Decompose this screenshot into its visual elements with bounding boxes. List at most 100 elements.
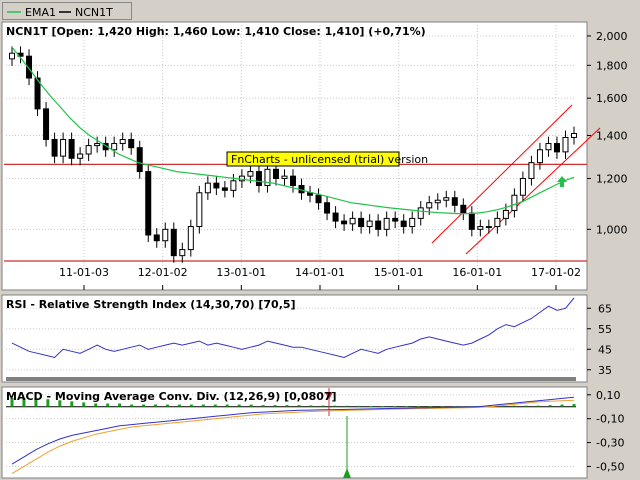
macd-hist-bar bbox=[560, 404, 564, 407]
candle-body bbox=[571, 132, 577, 138]
price-x-tick-label: 14-01-01 bbox=[295, 266, 345, 279]
candle-body bbox=[528, 162, 535, 179]
candle-body bbox=[409, 217, 416, 228]
rsi-y-tick-label: 65 bbox=[598, 302, 612, 315]
candle-body bbox=[119, 138, 126, 145]
macd-hist-bar bbox=[309, 405, 313, 407]
price-chart[interactable]: FnCharts - unlicensed (trial) version 2,… bbox=[0, 21, 640, 292]
macd-signal-line bbox=[11, 399, 575, 475]
rsi-plot-area bbox=[1, 294, 588, 383]
watermark-box: FnCharts - unlicensed (trial) version bbox=[226, 151, 428, 167]
buy-marker-icon bbox=[343, 468, 351, 478]
candle-body bbox=[264, 168, 271, 187]
price-x-tick-label: 11-01-03 bbox=[59, 266, 109, 279]
price-y-tick-label: 1,000 bbox=[596, 223, 628, 236]
price-title: NCN1T [Open: 1,420 High: 1,460 Low: 1,41… bbox=[6, 25, 426, 38]
macd-hist-bar bbox=[429, 406, 433, 408]
candle-body bbox=[511, 194, 518, 211]
candle-body bbox=[502, 209, 509, 219]
candle-body bbox=[77, 153, 84, 159]
macd-hist-bar bbox=[512, 405, 516, 407]
candle-body bbox=[477, 226, 484, 230]
candle-body bbox=[145, 171, 152, 236]
candle-body bbox=[545, 143, 552, 151]
candle-body bbox=[204, 182, 211, 194]
macd-hist-bar bbox=[321, 405, 325, 407]
macd-hist-bar bbox=[118, 403, 122, 407]
price-y-tick-label: 1,800 bbox=[596, 59, 628, 72]
legend-bar: EMA1 NCN1T bbox=[2, 2, 132, 20]
macd-hist-bar bbox=[237, 404, 241, 407]
macd-panel[interactable]: 0,10 -0,10 -0,30 -0,50 MACD - Moving Averag… bbox=[0, 386, 640, 480]
price-panel[interactable]: FnCharts - unlicensed (trial) version 2,… bbox=[0, 21, 640, 292]
macd-hist-bar bbox=[548, 405, 552, 407]
rsi-chart[interactable]: 65 55 45 35 RSI - Relative Strength Index (… bbox=[0, 294, 640, 384]
candle-body bbox=[358, 217, 365, 228]
rsi-grid bbox=[6, 307, 576, 371]
candle-body bbox=[238, 175, 245, 182]
candle-body bbox=[255, 171, 262, 187]
macd-hist-bar bbox=[10, 398, 14, 407]
price-x-tick-label: 17-01-02 bbox=[531, 266, 581, 279]
candle-body bbox=[162, 228, 169, 242]
candle-body bbox=[170, 228, 177, 257]
macd-hist-bar bbox=[213, 404, 217, 407]
candle-body bbox=[553, 143, 560, 153]
price-channel-lines bbox=[431, 104, 601, 255]
candle-body bbox=[213, 182, 220, 189]
macd-y-tick-label: -0,50 bbox=[596, 460, 624, 473]
candle-body bbox=[366, 220, 373, 228]
price-x-tick-label: 15-01-01 bbox=[374, 266, 424, 279]
macd-hist-bar bbox=[142, 404, 146, 407]
candle-body bbox=[68, 138, 75, 159]
price-x-tick-label: 13-01-01 bbox=[216, 266, 266, 279]
macd-hist-bar bbox=[440, 406, 444, 408]
macd-hist-bar bbox=[34, 398, 38, 407]
macd-hist-bar bbox=[261, 405, 265, 407]
macd-y-axis: 0,10 -0,10 -0,30 -0,50 bbox=[587, 389, 624, 473]
candle-body bbox=[324, 202, 331, 214]
candle-body bbox=[272, 168, 279, 179]
rsi-y-tick-label: 55 bbox=[598, 323, 612, 336]
macd-hist-bar bbox=[153, 404, 157, 407]
macd-y-tick-label: 0,10 bbox=[596, 389, 621, 402]
candle-body bbox=[485, 226, 492, 229]
candle-body bbox=[128, 138, 135, 149]
macd-hist-bar bbox=[488, 405, 492, 407]
candle-body bbox=[60, 138, 67, 157]
macd-hist-bar bbox=[225, 404, 229, 407]
candle-body bbox=[315, 194, 322, 204]
candle-body bbox=[26, 55, 33, 79]
macd-hist-bar bbox=[22, 398, 26, 407]
price-y-tick-label: 2,000 bbox=[596, 30, 628, 43]
price-y-axis: 2,000 1,800 1,600 1,400 1,200 1,000 bbox=[587, 30, 628, 236]
macd-hist-bar bbox=[46, 399, 50, 407]
rsi-title: RSI - Relative Strength Index (14,30,70)… bbox=[6, 298, 296, 311]
macd-hist-bar bbox=[500, 405, 504, 407]
macd-hist-bar bbox=[524, 405, 528, 407]
up-arrow-icon bbox=[557, 176, 567, 187]
candle-body bbox=[281, 175, 288, 179]
candle-body bbox=[400, 220, 407, 228]
macd-hist-bar bbox=[201, 404, 205, 407]
rsi-y-tick-label: 35 bbox=[598, 364, 612, 377]
candle-body bbox=[179, 249, 186, 257]
macd-hist-bar bbox=[82, 402, 86, 407]
candle-body bbox=[451, 197, 458, 206]
macd-hist-bar bbox=[177, 404, 181, 407]
candle-body bbox=[221, 187, 228, 191]
candle-body bbox=[443, 197, 450, 201]
macd-hist-bar bbox=[94, 403, 98, 407]
candle-body bbox=[383, 217, 390, 230]
macd-hist-bar bbox=[345, 405, 349, 407]
macd-hist-bar bbox=[369, 405, 373, 407]
candle-body bbox=[290, 175, 296, 187]
rsi-panel[interactable]: 65 55 45 35 RSI - Relative Strength Index (… bbox=[0, 294, 640, 384]
macd-hist-bar bbox=[452, 406, 456, 408]
macd-chart[interactable]: 0,10 -0,10 -0,30 -0,50 MACD - Moving Averag… bbox=[0, 386, 640, 480]
candle-body bbox=[375, 220, 382, 230]
macd-grid bbox=[6, 394, 576, 467]
legend-ema-label: EMA1 bbox=[25, 6, 56, 19]
candle-body bbox=[468, 212, 475, 230]
candle-body bbox=[494, 217, 501, 228]
